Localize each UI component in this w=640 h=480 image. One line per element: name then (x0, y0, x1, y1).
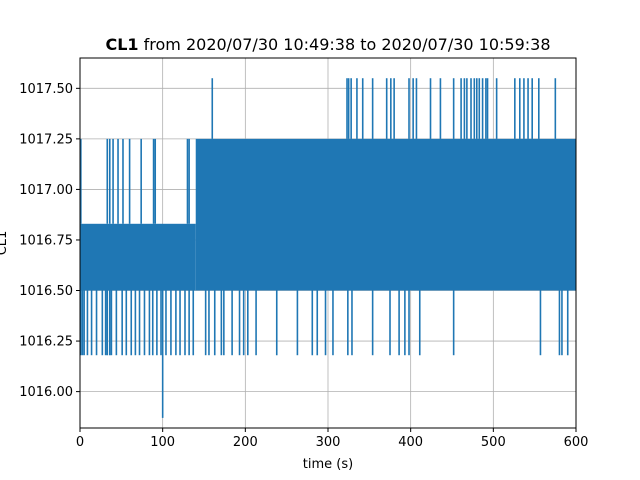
y-tick-label: 1017.00 (19, 183, 73, 198)
x-tick-label: 300 (316, 435, 341, 450)
x-tick-label: 200 (233, 435, 258, 450)
y-tick-label: 1016.25 (19, 335, 73, 350)
x-tick-label: 400 (398, 435, 423, 450)
chart-title-bold: CL1 (105, 35, 138, 54)
y-tick-label: 1016.50 (19, 284, 73, 299)
y-tick-label: 1016.00 (19, 385, 73, 400)
y-tick-label: 1017.25 (19, 132, 73, 147)
x-tick-label: 500 (481, 435, 506, 450)
x-tick-label: 100 (150, 435, 175, 450)
x-axis-label: time (s) (303, 457, 353, 472)
signal-band (80, 223, 196, 291)
ticks-layer: 0 100 200 300 400 500 600 1016.00 1016.25 1016.50… (19, 82, 588, 450)
y-tick-label: 1017.50 (19, 82, 73, 97)
chart-title-rest: from 2020/07/30 10:49:38 to 2020/07/30 1… (139, 35, 551, 54)
x-tick-label: 0 (76, 435, 84, 450)
data-layer (80, 78, 576, 418)
x-tick-label: 600 (564, 435, 589, 450)
y-tick-label: 1016.75 (19, 233, 73, 248)
signal-band (195, 138, 576, 291)
chart-title: CL1 from 2020/07/30 10:49:38 to 2020/07/… (105, 35, 550, 54)
y-axis-label: CL1 (0, 231, 10, 256)
